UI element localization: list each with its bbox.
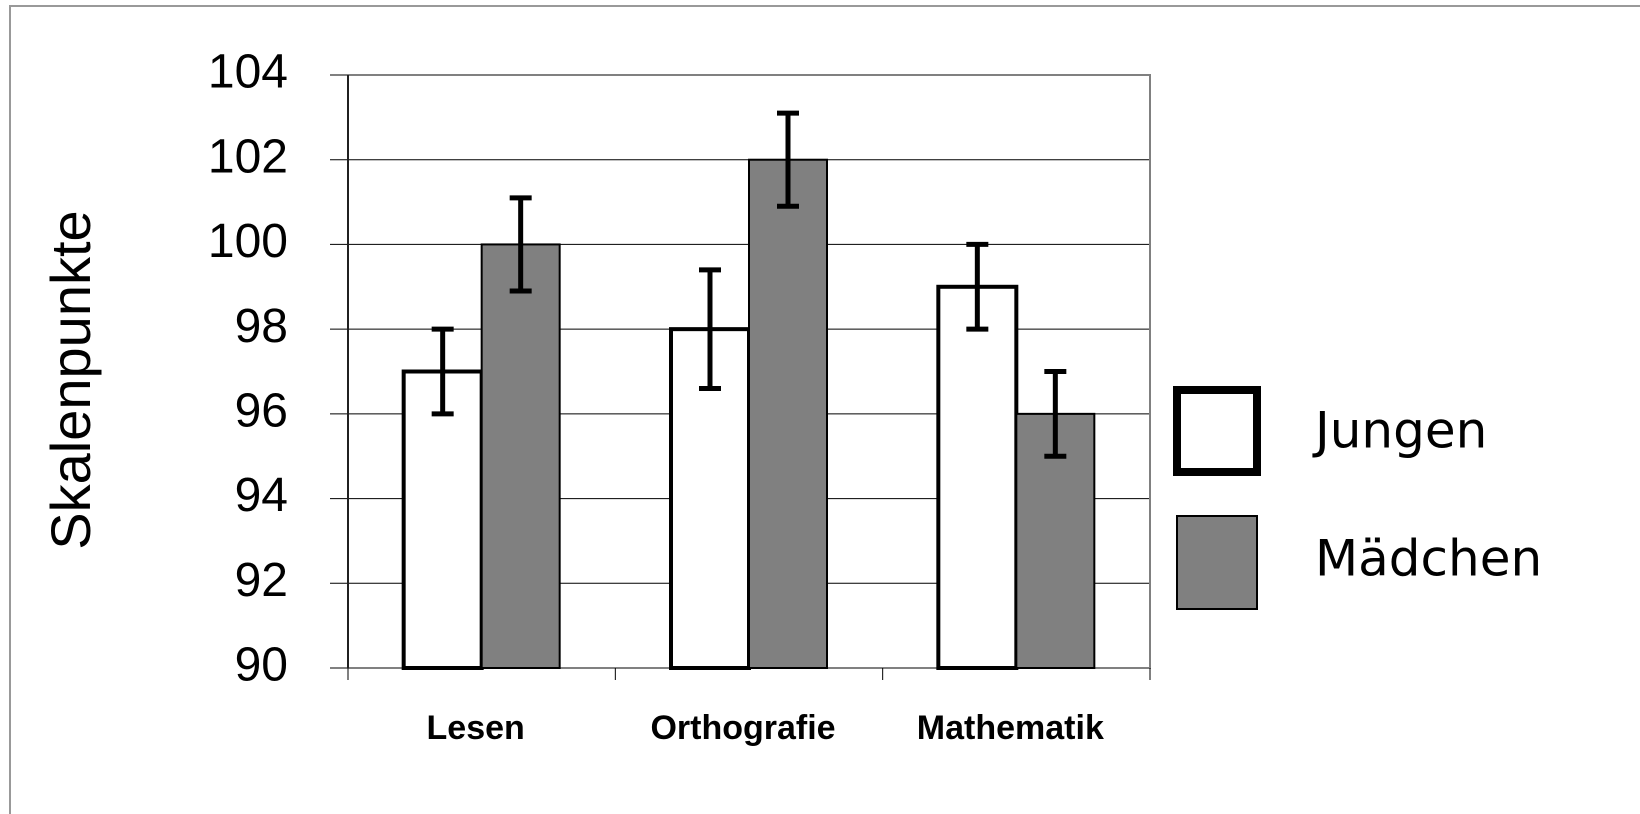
legend-swatch <box>1173 386 1261 476</box>
bar <box>480 243 561 670</box>
bar <box>936 284 1019 670</box>
legend-label: Mädchen <box>1315 530 1542 588</box>
x-tick-label: Lesen <box>427 709 525 747</box>
y-tick-label: 94 <box>235 469 288 522</box>
error-bar <box>509 195 532 294</box>
y-tick-label: 100 <box>208 215 288 268</box>
y-tick-label: 90 <box>235 639 288 692</box>
y-tick-label: 96 <box>235 385 288 438</box>
y-tick-label: 92 <box>235 554 288 607</box>
legend-swatch <box>1176 515 1258 610</box>
y-tick-label: 102 <box>208 130 288 183</box>
error-bar <box>1044 369 1067 459</box>
legend-label: Jungen <box>1312 402 1487 460</box>
bar <box>748 158 828 669</box>
error-bar <box>966 241 989 332</box>
x-tick-label: Mathematik <box>917 709 1104 747</box>
frame <box>9 5 1640 814</box>
y-tick-label: 98 <box>235 300 288 353</box>
error-bar <box>431 326 454 417</box>
y-tick-label: 104 <box>208 46 288 99</box>
error-bar <box>777 110 799 209</box>
bar <box>401 369 484 670</box>
x-tick-label: Orthografie <box>650 709 835 747</box>
error-bar <box>699 267 721 391</box>
y-axis-label: Skalenpunkte <box>39 210 102 549</box>
